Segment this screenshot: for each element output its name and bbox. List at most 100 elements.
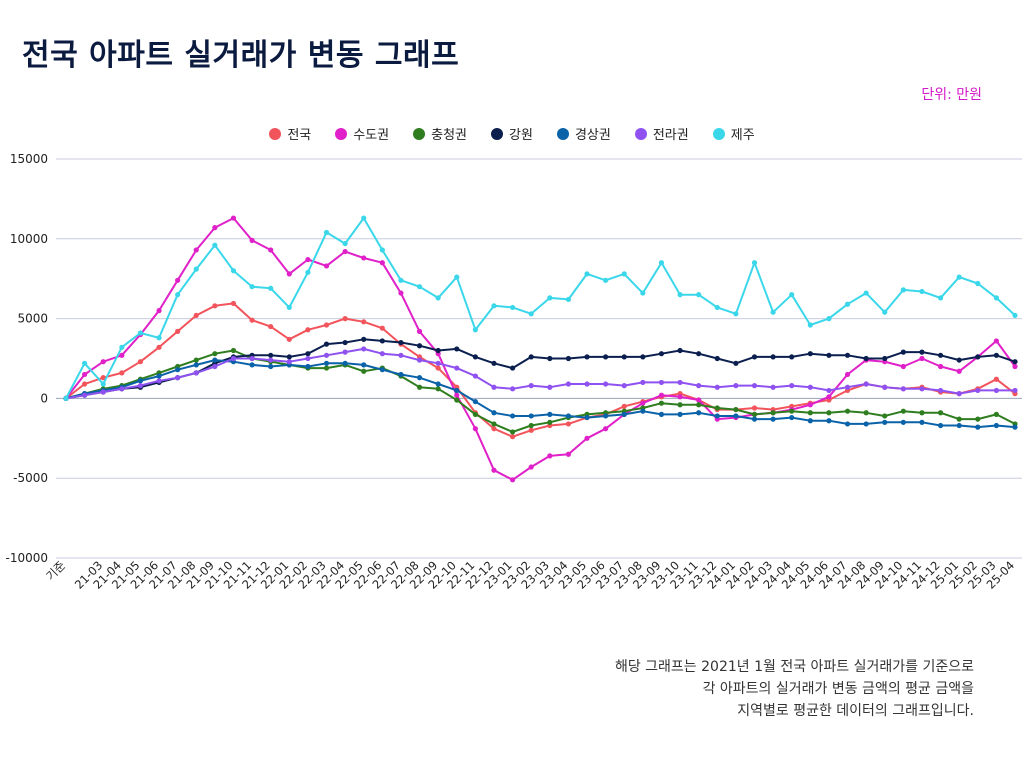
data-point [528, 422, 534, 429]
data-point [175, 367, 181, 373]
data-point [305, 351, 311, 357]
data-point [863, 410, 869, 416]
data-point [528, 464, 534, 470]
data-point [696, 397, 702, 403]
data-point [658, 400, 665, 406]
data-point [714, 413, 720, 419]
data-point [305, 269, 311, 275]
data-point [937, 352, 944, 358]
data-point [751, 354, 758, 360]
data-point [509, 304, 516, 311]
data-point [230, 300, 237, 307]
data-point [975, 354, 981, 360]
data-point [249, 237, 255, 243]
data-point [584, 414, 590, 421]
data-point [863, 381, 869, 387]
data-point [993, 411, 999, 417]
data-point [975, 387, 981, 394]
data-point [435, 347, 441, 354]
data-point [677, 292, 683, 298]
data-point [1012, 359, 1018, 365]
data-point [621, 403, 627, 409]
data-point [268, 247, 274, 253]
data-point [882, 355, 888, 362]
data-point [658, 379, 665, 386]
data-point [175, 375, 181, 381]
series-6 [63, 215, 1018, 401]
data-point [509, 365, 516, 371]
data-point [472, 373, 478, 379]
legend-item: 충청권 [413, 124, 467, 143]
data-point [789, 414, 795, 421]
data-point [658, 260, 665, 266]
data-point [193, 247, 199, 253]
legend-swatch [335, 127, 348, 140]
data-point [398, 352, 404, 358]
y-tick-label: -5000 [13, 471, 48, 485]
data-point [323, 360, 330, 366]
data-point [919, 410, 925, 416]
data-point [844, 352, 851, 358]
data-point [528, 354, 534, 360]
data-point [956, 391, 962, 397]
data-point [1012, 387, 1018, 394]
data-point [882, 309, 888, 315]
data-point [584, 381, 590, 387]
data-point [528, 383, 534, 389]
data-point [621, 354, 627, 360]
data-point [993, 422, 999, 429]
series-line [65, 302, 1016, 438]
data-point [286, 359, 292, 365]
data-point [603, 426, 609, 432]
data-point [193, 357, 199, 363]
data-point [82, 371, 88, 378]
data-point [751, 260, 758, 266]
data-point [770, 416, 776, 422]
y-tick-label: 10000 [10, 232, 48, 246]
data-point [454, 387, 460, 394]
data-point [156, 344, 162, 350]
data-point [212, 242, 218, 248]
data-point [193, 312, 199, 319]
data-point [547, 453, 553, 459]
data-point [509, 386, 516, 392]
data-point [993, 338, 999, 344]
data-point [900, 287, 906, 293]
data-point [975, 424, 981, 430]
data-point [751, 411, 758, 417]
data-point [212, 225, 218, 231]
legend-item: 강원 [491, 124, 533, 143]
data-point [323, 341, 330, 347]
data-point [454, 274, 460, 280]
data-point [454, 397, 460, 403]
data-point [789, 408, 795, 414]
data-point [193, 362, 199, 368]
data-point [379, 325, 385, 331]
data-point [751, 383, 758, 389]
data-point [937, 422, 944, 429]
data-point [416, 357, 423, 363]
data-point [993, 295, 999, 301]
data-point [826, 352, 832, 358]
data-point [435, 381, 441, 387]
data-point [268, 285, 274, 291]
data-point [63, 395, 69, 401]
series-4 [63, 357, 1018, 430]
data-point [491, 303, 497, 309]
data-point [919, 419, 925, 425]
legend-label: 제주 [730, 128, 755, 143]
data-point [491, 384, 497, 390]
data-point [82, 392, 88, 398]
data-point [975, 280, 981, 287]
data-point [826, 394, 832, 400]
data-point [882, 419, 888, 425]
data-point [286, 304, 292, 311]
data-point [547, 411, 553, 417]
data-point [807, 418, 813, 424]
data-point [658, 351, 665, 357]
note-line-1: 해당 그래프는 2021년 1월 전국 아파트 실거래가를 기준으로 [614, 659, 974, 675]
data-point [472, 327, 478, 333]
data-point [1012, 363, 1018, 370]
note-line-2: 각 아파트의 실거래가 변동 금액의 평균 금액을 [702, 681, 974, 697]
data-point [714, 355, 720, 362]
